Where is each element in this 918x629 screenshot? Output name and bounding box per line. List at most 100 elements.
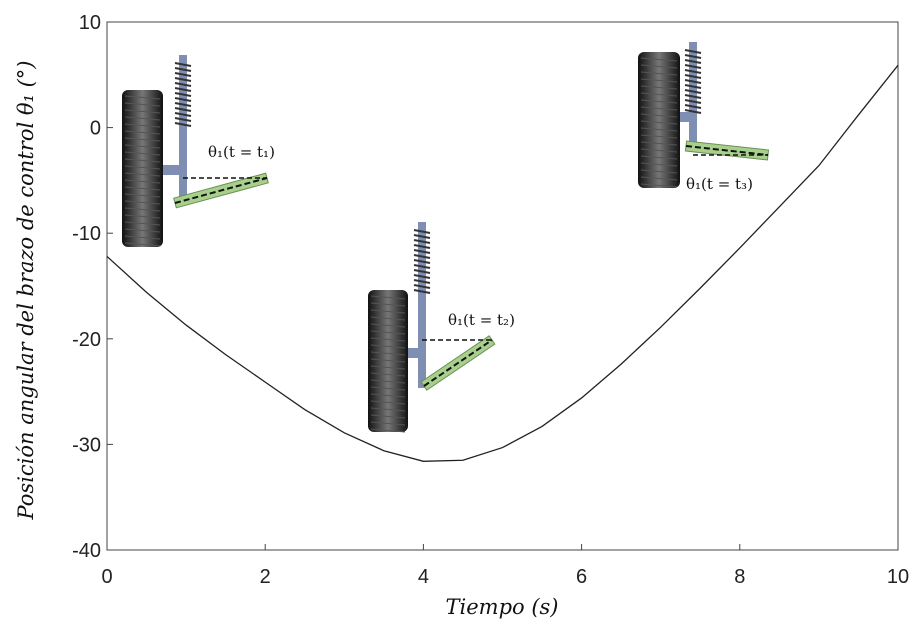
x-tick-label: 4 <box>418 566 429 588</box>
x-axis-label: Tiempo (s) <box>446 595 559 619</box>
tread <box>124 235 161 240</box>
suspension <box>122 55 269 247</box>
y-tick-label: -10 <box>72 223 101 245</box>
plot-frame <box>106 21 899 551</box>
knuckle <box>408 348 422 358</box>
tread <box>640 57 678 62</box>
tread <box>124 144 161 149</box>
y-tick-label: -20 <box>72 329 101 351</box>
spring <box>174 82 192 87</box>
tread <box>124 207 161 212</box>
tread <box>640 106 678 111</box>
spring <box>684 99 702 104</box>
tread <box>124 179 161 184</box>
tread <box>370 414 406 419</box>
tread <box>124 130 161 135</box>
tread <box>370 330 406 335</box>
spring <box>684 49 702 54</box>
spring <box>174 117 192 122</box>
tread <box>124 214 161 219</box>
x-tick-label: 2 <box>260 566 271 588</box>
x-tick-label: 8 <box>734 566 745 588</box>
spring <box>413 249 431 254</box>
tread <box>370 323 406 328</box>
tread <box>640 64 678 69</box>
spring <box>413 254 431 259</box>
tread <box>124 193 161 198</box>
spring <box>413 244 431 249</box>
tread <box>370 400 406 405</box>
spring <box>174 77 192 82</box>
tread <box>370 358 406 363</box>
spring <box>684 94 702 99</box>
knuckle <box>163 165 183 175</box>
spring <box>413 239 431 244</box>
tread <box>124 228 161 233</box>
tread <box>640 85 678 90</box>
tread <box>124 137 161 142</box>
tread <box>370 372 406 377</box>
tread <box>370 386 406 391</box>
tread <box>124 109 161 114</box>
spring <box>684 84 702 89</box>
spring <box>413 279 431 284</box>
spring <box>684 64 702 69</box>
spring <box>684 104 702 109</box>
spring <box>413 259 431 264</box>
tread <box>640 169 678 174</box>
y-tick-label: 0 <box>90 118 101 140</box>
tread <box>640 99 678 104</box>
tread <box>370 309 406 314</box>
tire <box>122 90 163 247</box>
tread <box>370 344 406 349</box>
spring <box>684 74 702 79</box>
arm-axis <box>174 177 268 204</box>
tread <box>640 148 678 153</box>
knuckle <box>680 112 693 122</box>
annotation: θ₁(t = t₃) <box>686 175 753 193</box>
tread <box>124 172 161 177</box>
tread <box>370 428 406 433</box>
tire <box>638 52 680 188</box>
tread <box>370 365 406 370</box>
tread <box>124 123 161 128</box>
spring <box>684 89 702 94</box>
spring <box>413 264 431 269</box>
spring <box>413 229 431 234</box>
arm-axis <box>685 145 769 156</box>
tread <box>640 141 678 146</box>
tread <box>124 221 161 226</box>
strut <box>179 55 187 205</box>
x-tick-label: 6 <box>576 566 587 588</box>
tread <box>124 151 161 156</box>
spring <box>684 69 702 74</box>
spring <box>684 79 702 84</box>
tread <box>640 155 678 160</box>
spring <box>174 107 192 112</box>
tread <box>640 113 678 118</box>
strut <box>418 222 426 388</box>
tread <box>370 407 406 412</box>
tread <box>640 78 678 83</box>
spring <box>413 269 431 274</box>
y-tick-label: -40 <box>72 540 101 562</box>
y-tick-label: 10 <box>79 12 101 34</box>
tread <box>124 95 161 100</box>
tread <box>124 102 161 107</box>
tread <box>370 393 406 398</box>
tread <box>370 295 406 300</box>
tread <box>370 379 406 384</box>
spring <box>174 97 192 102</box>
x-tick-label: 0 <box>101 566 112 588</box>
tread <box>370 337 406 342</box>
spring <box>174 122 192 127</box>
spring <box>413 289 431 294</box>
tread <box>640 71 678 76</box>
annotation: θ₁(t = t₂) <box>448 311 515 329</box>
spring <box>174 87 192 92</box>
spring <box>174 112 192 117</box>
arm-axis <box>423 339 493 387</box>
illustrations <box>122 42 770 433</box>
tread <box>370 421 406 426</box>
